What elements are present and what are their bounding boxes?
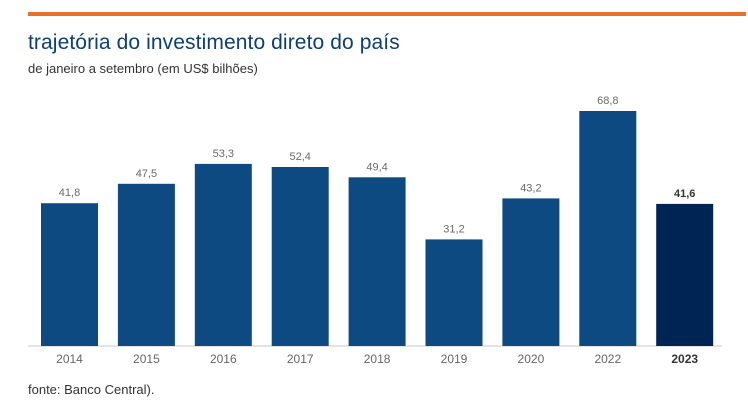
x-tick-2017: 2017 — [287, 352, 314, 366]
bar-2016 — [194, 163, 252, 346]
top-accent-rule — [28, 12, 746, 16]
value-label-2015: 47,5 — [136, 168, 157, 180]
bar-2018 — [348, 177, 406, 346]
bar-2019 — [425, 239, 483, 346]
bar-2017 — [271, 167, 329, 346]
value-label-2019: 31,2 — [443, 223, 464, 235]
x-tick-2015: 2015 — [133, 352, 160, 366]
chart-title: trajetória do investimento direto do paí… — [28, 31, 400, 54]
x-tick-labels-group: 2014 2015 2016 2017 2018 2019 2020 2022 2023 — [56, 352, 698, 366]
x-tick-2020: 2020 — [518, 352, 545, 366]
chart-subtitle: de janeiro a setembro (em US$ bilhões) — [28, 61, 258, 76]
value-label-2023: 41,6 — [674, 188, 695, 200]
x-tick-2014: 2014 — [56, 352, 83, 366]
bar-2014 — [41, 203, 98, 346]
value-label-2020: 43,2 — [520, 182, 541, 194]
value-label-2014: 41,8 — [59, 187, 80, 199]
x-tick-2022: 2022 — [594, 352, 621, 366]
value-label-2022: 68,8 — [597, 95, 618, 107]
x-tick-2019: 2019 — [441, 352, 468, 366]
value-labels-group: 41,8 47,5 53,3 52,4 49,4 31,2 43,2 68,8 41,6 — [59, 95, 696, 235]
x-tick-2023: 2023 — [671, 352, 698, 366]
bar-2015 — [117, 183, 175, 346]
x-tick-2018: 2018 — [364, 352, 391, 366]
value-label-2018: 49,4 — [366, 161, 387, 173]
bar-2022 — [579, 111, 637, 346]
source-note: fonte: Banco Central). — [28, 382, 155, 397]
value-label-2017: 52,4 — [289, 151, 310, 163]
bars-group — [41, 111, 714, 346]
x-tick-2016: 2016 — [210, 352, 237, 366]
value-label-2016: 53,3 — [213, 148, 234, 160]
bar-2020 — [502, 198, 560, 346]
bar-2023 — [656, 203, 714, 346]
